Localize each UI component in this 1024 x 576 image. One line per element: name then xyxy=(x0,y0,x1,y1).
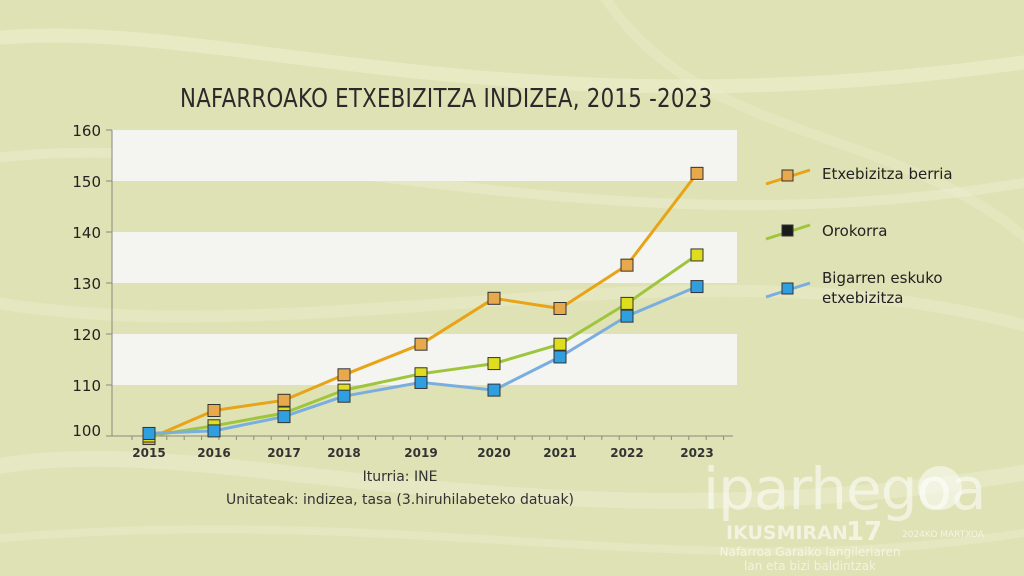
grid-band xyxy=(112,130,737,181)
data-point-2-7 xyxy=(620,309,634,323)
data-point-2-0 xyxy=(142,426,156,440)
data-point-0-5 xyxy=(487,291,501,305)
legend-label-line-1: Bigarren eskuko xyxy=(822,269,943,287)
x-tick-label: 2018 xyxy=(327,446,360,460)
data-point-0-2 xyxy=(277,393,291,407)
data-point-2-8 xyxy=(690,280,704,294)
x-tick-label: 2022 xyxy=(610,446,643,460)
y-tick-label: 150 xyxy=(72,173,101,191)
data-point-0-4 xyxy=(414,337,428,351)
x-tick-label: 2021 xyxy=(543,446,576,460)
x-tick-label: 2016 xyxy=(197,446,230,460)
brand-logo-text: iparhegoa xyxy=(703,455,987,523)
legend-marker-1 xyxy=(781,224,794,237)
y-tick-label: 110 xyxy=(72,377,101,395)
brand-subtitle: IKUSMIRAN xyxy=(726,522,848,544)
data-point-2-3 xyxy=(337,389,351,403)
data-point-2-1 xyxy=(207,424,221,438)
brand-issue-number: 17 xyxy=(846,517,883,547)
x-tick-label: 2017 xyxy=(267,446,300,460)
y-tick-label: 120 xyxy=(72,326,101,344)
units-label: Unitateak: indizea, tasa (3.hiruhilabete… xyxy=(225,492,575,508)
data-point-2-2 xyxy=(277,410,291,424)
data-point-0-7 xyxy=(620,258,634,272)
series-line-0 xyxy=(148,172,699,440)
brand-tagline-1: Nafarroa Garaiko langileriaren xyxy=(719,545,901,559)
legend-label-orokorra: Orokorra xyxy=(822,222,888,240)
brand-logo-circle xyxy=(918,466,962,510)
data-point-0-3 xyxy=(337,368,351,382)
y-tick-label: 160 xyxy=(72,122,101,140)
data-point-2-5 xyxy=(487,383,501,397)
legend-marker-2 xyxy=(781,282,794,295)
legend-label-etxebizitza-berria: Etxebizitza berria xyxy=(822,165,953,183)
data-point-0-6 xyxy=(553,302,567,315)
data-point-1-5 xyxy=(487,357,501,371)
source-label: Iturria: INE xyxy=(362,469,438,485)
x-tick-label: 2015 xyxy=(132,446,165,460)
brand-tagline-2: lan eta bizi baldintzak xyxy=(744,559,876,573)
data-point-2-4 xyxy=(414,375,428,389)
data-point-0-1 xyxy=(207,404,221,417)
legend-marker-0 xyxy=(781,169,794,182)
data-point-1-6 xyxy=(553,337,567,351)
chart-title: NAFARROAKO ETXEBIZITZA INDIZEA, 2015 -20… xyxy=(180,84,713,114)
data-point-1-7 xyxy=(620,296,634,310)
legend-label-bigarren-eskuko: Bigarren eskuko etxebizitza xyxy=(822,268,943,308)
data-point-1-8 xyxy=(690,248,704,262)
data-point-2-6 xyxy=(553,350,567,364)
brand-date: 2024KO MARTXOA xyxy=(902,530,984,540)
x-tick-label: 2020 xyxy=(477,446,510,460)
data-point-0-8 xyxy=(690,166,704,180)
y-tick-label: 130 xyxy=(72,275,101,293)
y-tick-label: 100 xyxy=(72,422,101,440)
x-tick-label: 2019 xyxy=(404,446,437,460)
grid-band xyxy=(112,232,737,283)
legend-label-line-2: etxebizitza xyxy=(822,289,904,307)
x-tick-label: 2023 xyxy=(680,446,713,460)
y-tick-label: 140 xyxy=(72,224,101,242)
